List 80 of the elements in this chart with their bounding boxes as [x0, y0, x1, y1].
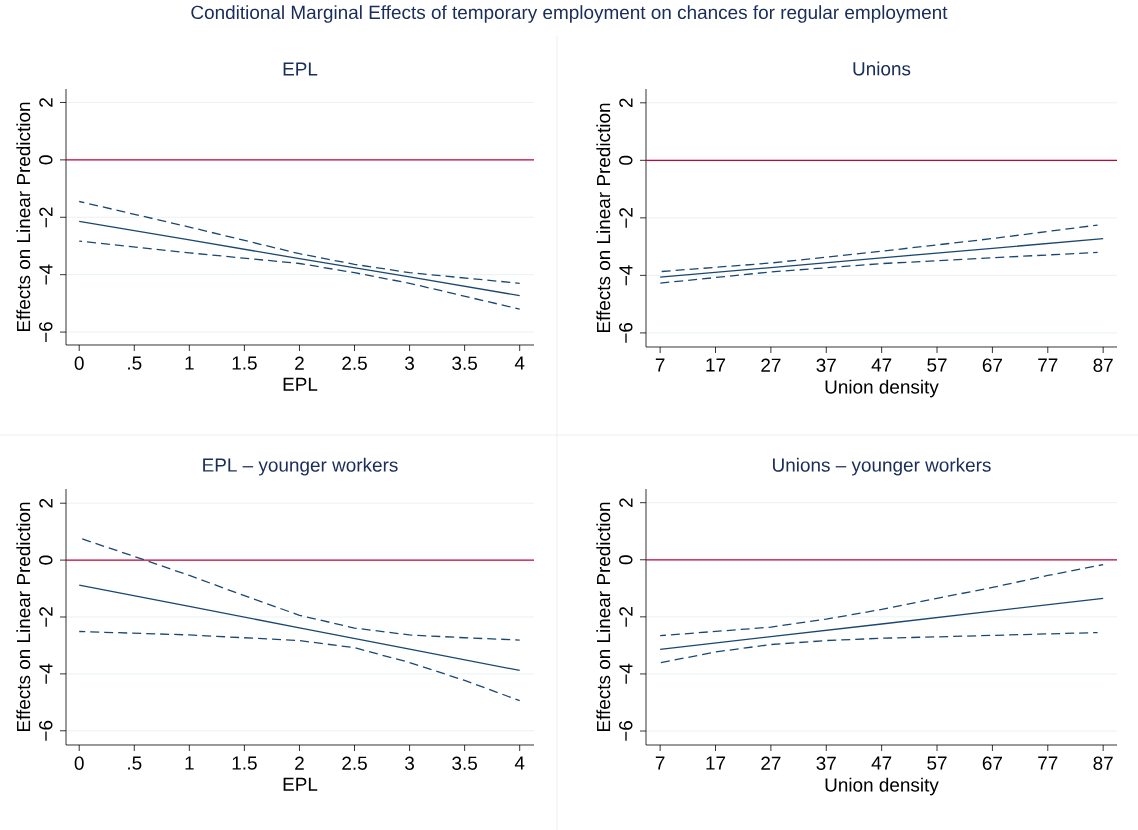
x-tick-label: 17: [706, 756, 726, 770]
x-axis-title: EPL: [283, 777, 318, 791]
y-axis-title: Effects on Linear Prediction: [596, 502, 611, 732]
x-tick-label: 3.5: [452, 356, 477, 370]
y-tick-label: 0: [39, 155, 53, 165]
x-tick-label: 3: [405, 356, 414, 370]
line-series: [659, 563, 1104, 637]
chart-title: EPL – younger workers: [203, 457, 398, 476]
x-tick-label: 87: [1093, 358, 1113, 372]
y-tick-label: −4: [39, 264, 53, 285]
line-series: [78, 240, 521, 310]
x-tick-label: 2: [295, 756, 304, 770]
x-tick-label: 2.5: [342, 756, 367, 770]
x-tick-label: 3: [405, 756, 414, 770]
x-axis-title: Union density: [825, 379, 939, 398]
line-series: [659, 597, 1104, 651]
x-axis-title: Union density: [825, 777, 939, 796]
y-tick-label: −4: [39, 663, 53, 684]
line-series: [78, 630, 521, 702]
x-tick-label: 1.5: [232, 756, 257, 770]
y-tick-label: −6: [619, 721, 633, 741]
chart-title: Unions – younger workers: [773, 457, 991, 476]
x-tick-label: 47: [871, 358, 892, 372]
x-tick-label: 7: [655, 358, 665, 372]
line-series: [659, 251, 1099, 284]
x-tick-label: 0: [74, 356, 84, 370]
x-tick-label: 37: [816, 358, 836, 372]
x-tick-label: 27: [761, 358, 781, 372]
x-tick-label: 77: [1038, 358, 1058, 372]
x-tick-label: 0: [74, 756, 84, 770]
text: Conditional Marginal Effects of temporary employment on chances for regular employment: [191, 5, 948, 23]
x-tick-label: 17: [706, 358, 726, 372]
x-tick-label: 57: [927, 358, 947, 372]
x-tick-label: 1: [185, 756, 194, 770]
y-tick-label: −4: [619, 663, 633, 684]
x-tick-label: 27: [761, 756, 781, 770]
x-tick-label: 2: [295, 356, 304, 370]
y-tick-label: 0: [39, 555, 53, 565]
y-tick-label: 2: [619, 98, 633, 108]
x-axis-title: EPL: [283, 377, 318, 391]
y-tick-label: 2: [619, 498, 633, 508]
y-tick-label: −2: [39, 607, 53, 627]
line-series: [78, 220, 521, 297]
line-series: [78, 200, 521, 284]
x-tick-label: 67: [982, 358, 1002, 372]
x-tick-label: 37: [816, 756, 836, 770]
x-tick-label: 47: [871, 756, 892, 770]
y-tick-label: 2: [39, 98, 53, 107]
x-tick-label: 67: [982, 756, 1002, 770]
x-tick-label: 1: [185, 356, 194, 370]
x-tick-label: 87: [1093, 756, 1113, 770]
y-tick-label: 0: [619, 555, 633, 565]
y-axis-title: Effects on Linear Prediction: [596, 103, 611, 333]
y-axis-title: Effects on Linear Prediction: [16, 102, 31, 332]
chart-title: Unions: [853, 61, 911, 76]
y-tick-label: −6: [39, 720, 53, 741]
line-series: [659, 631, 1099, 664]
y-tick-label: −2: [39, 207, 53, 228]
y-tick-label: 0: [619, 155, 633, 165]
x-tick-label: 4: [514, 756, 525, 770]
x-tick-label: 2.5: [342, 356, 367, 370]
line-series: [78, 584, 521, 672]
x-tick-label: 3.5: [452, 756, 477, 770]
x-tick-label: .5: [128, 756, 142, 770]
x-tick-label: 1.5: [232, 356, 257, 370]
x-tick-label: 7: [655, 756, 665, 770]
y-tick-label: −6: [619, 322, 633, 343]
y-tick-label: −2: [619, 607, 633, 627]
y-tick-label: −6: [39, 322, 53, 342]
x-tick-label: .5: [128, 356, 142, 370]
x-tick-label: 4: [514, 356, 525, 370]
x-tick-label: 57: [927, 756, 947, 770]
x-tick-label: 77: [1038, 756, 1058, 770]
y-tick-label: 2: [39, 498, 53, 508]
chart-title: EPL: [283, 62, 318, 76]
y-tick-label: −4: [619, 265, 633, 286]
y-axis-title: Effects on Linear Prediction: [16, 502, 31, 732]
line-series: [659, 237, 1104, 278]
line-series: [659, 224, 1099, 273]
y-tick-label: −2: [619, 208, 633, 228]
